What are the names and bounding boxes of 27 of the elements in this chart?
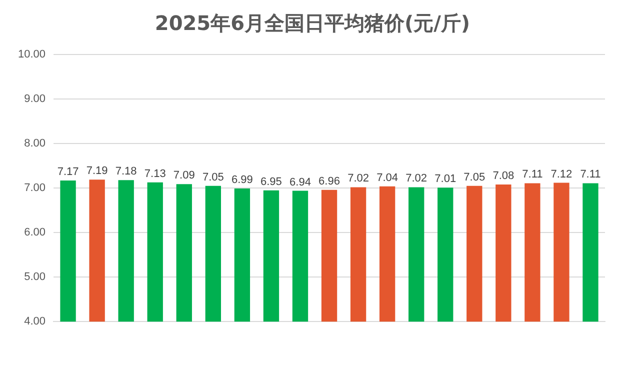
y-tick-label: 6.00 [24,226,46,239]
data-label: 7.12 [550,168,572,180]
data-label: 7.19 [86,165,108,178]
data-label: 7.18 [115,166,137,178]
data-label: 6.94 [290,176,311,188]
chart-title: 2025年6月全国日平均猪价(元/斤) [154,10,472,37]
data-label: 7.08 [492,170,514,182]
data-label: 7.02 [348,172,369,185]
data-label: 6.96 [318,175,340,188]
data-label: 7.11 [522,168,543,181]
data-label: 7.02 [406,172,428,185]
y-tick-label: 4.00 [24,316,46,328]
data-label: 7.05 [464,171,486,184]
data-label: 6.99 [231,174,253,186]
y-tick-label: 9.00 [24,93,46,106]
y-tick-label: 5.00 [24,271,46,284]
y-tick-label: 10.00 [18,48,46,61]
data-label: 7.01 [434,173,456,186]
y-tick-label: 7.00 [24,182,46,194]
data-label: 7.05 [202,171,224,184]
y-tick-label: 8.00 [24,138,46,150]
data-label: 7.04 [376,172,398,184]
data-label: 6.95 [260,176,282,188]
data-label: 7.13 [144,168,166,180]
data-label: 7.11 [580,168,601,181]
data-label: 7.09 [173,170,195,182]
data-label: 7.17 [57,166,79,178]
